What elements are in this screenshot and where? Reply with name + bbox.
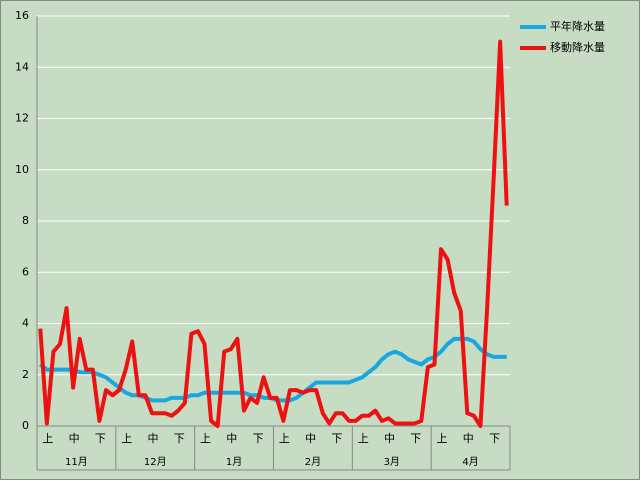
x-tick-label: 中 (463, 432, 474, 445)
x-tick-label: 下 (95, 432, 106, 445)
group-label: 4月 (462, 456, 478, 468)
group-label: 3月 (384, 456, 400, 468)
y-tick-label: 4 (22, 317, 29, 330)
legend-label: 移動降水量 (550, 40, 605, 54)
x-tick-label: 上 (279, 432, 290, 445)
x-tick-label: 上 (437, 432, 448, 445)
group-label: 11月 (65, 456, 88, 468)
x-tick-label: 上 (42, 432, 53, 445)
x-tick-label: 下 (174, 432, 185, 445)
y-tick-label: 10 (15, 163, 29, 176)
group-label: 12月 (144, 456, 167, 468)
group-label: 2月 (305, 456, 321, 468)
x-tick-label: 下 (410, 432, 421, 445)
x-tick-label: 中 (384, 432, 395, 445)
x-tick-label: 下 (253, 432, 264, 445)
y-tick-label: 16 (15, 9, 29, 22)
x-tick-label: 中 (147, 432, 158, 445)
legend-label: 平年降水量 (550, 19, 605, 33)
y-tick-label: 0 (22, 419, 29, 432)
x-tick-label: 中 (226, 432, 237, 445)
x-tick-label: 上 (358, 432, 369, 445)
y-tick-label: 2 (22, 368, 29, 381)
x-tick-label: 中 (69, 432, 80, 445)
x-tick-label: 上 (200, 432, 211, 445)
x-tick-label: 下 (489, 432, 500, 445)
y-tick-label: 14 (15, 60, 29, 73)
x-tick-label: 上 (121, 432, 132, 445)
y-tick-label: 8 (22, 214, 29, 227)
x-tick-label: 下 (331, 432, 342, 445)
group-label: 1月 (226, 456, 242, 468)
y-tick-label: 6 (22, 265, 29, 278)
x-tick-label: 中 (305, 432, 316, 445)
series-line (38, 39, 509, 428)
y-tick-label: 12 (15, 112, 29, 125)
